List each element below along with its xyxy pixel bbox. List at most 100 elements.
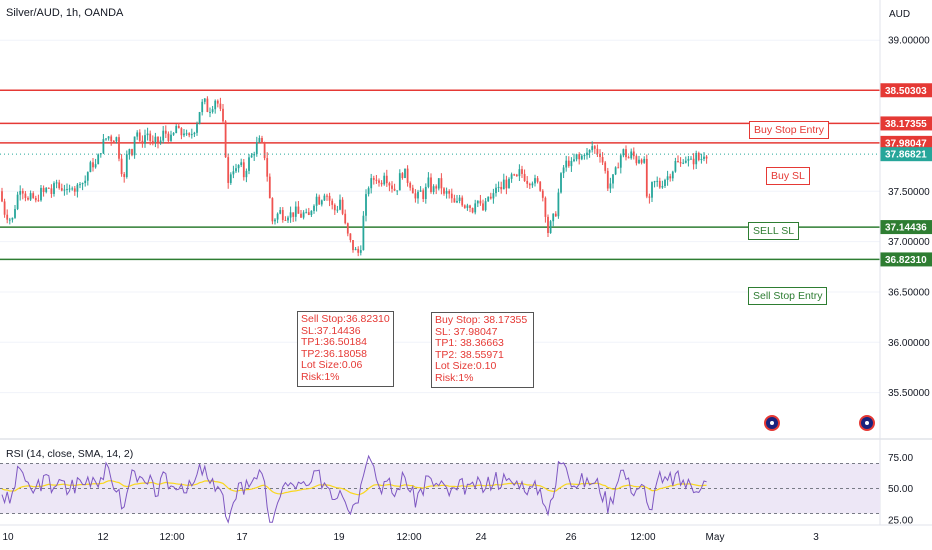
candle-body bbox=[586, 152, 588, 156]
candle-body bbox=[94, 164, 97, 168]
candle-body bbox=[84, 180, 87, 184]
candle-body bbox=[118, 137, 120, 159]
candle-body bbox=[417, 191, 419, 199]
time-tick-label: 10 bbox=[2, 532, 14, 543]
candle-body bbox=[703, 156, 705, 159]
candle-body bbox=[513, 174, 516, 176]
candle-body bbox=[328, 195, 331, 201]
candle-body bbox=[645, 158, 648, 197]
candle-body bbox=[391, 185, 393, 189]
candle-body bbox=[419, 190, 422, 192]
candle-body bbox=[453, 198, 456, 203]
candle-body bbox=[37, 200, 40, 202]
candle-body bbox=[222, 108, 224, 122]
candle-body bbox=[128, 149, 131, 155]
candle-body bbox=[66, 189, 68, 191]
candle-body bbox=[29, 193, 32, 200]
candle-body bbox=[274, 219, 276, 222]
candle-body bbox=[21, 191, 24, 194]
candle-body bbox=[53, 183, 55, 194]
candle-body bbox=[201, 101, 204, 113]
candle-body bbox=[700, 158, 703, 160]
candle-body bbox=[354, 248, 357, 251]
candle-body bbox=[424, 186, 427, 200]
candle-body bbox=[625, 149, 627, 158]
candle-body bbox=[11, 217, 14, 220]
candle-body bbox=[601, 157, 604, 163]
candle-body bbox=[362, 215, 365, 251]
candle-body bbox=[294, 206, 297, 217]
candle-body bbox=[651, 182, 653, 198]
time-tick-label: 12:00 bbox=[159, 532, 184, 543]
candle-body bbox=[565, 160, 568, 168]
candle-body bbox=[575, 154, 578, 160]
candle-body bbox=[687, 158, 690, 161]
candle-body bbox=[16, 194, 19, 210]
candle-body bbox=[567, 160, 570, 167]
candle-body bbox=[648, 196, 651, 198]
australia-flag-icon[interactable] bbox=[764, 415, 780, 431]
candle-body bbox=[591, 146, 594, 151]
time-tick-label: 12:00 bbox=[396, 532, 421, 543]
candle-body bbox=[1, 191, 3, 202]
level-price-tag bbox=[880, 252, 932, 267]
candle-body bbox=[73, 188, 76, 192]
candle-body bbox=[141, 140, 144, 144]
rsi-line bbox=[1, 454, 707, 524]
candle-body bbox=[136, 132, 139, 137]
candle-body bbox=[271, 198, 274, 222]
candle-body bbox=[437, 178, 440, 189]
candle-body bbox=[612, 174, 614, 184]
candle-body bbox=[393, 188, 396, 191]
label-sell-stop-entry: Sell Stop Entry bbox=[748, 287, 828, 305]
candle-body bbox=[482, 203, 484, 211]
candle-body bbox=[622, 149, 625, 156]
candle-body bbox=[229, 174, 232, 183]
time-tick-label: 12 bbox=[97, 532, 109, 543]
level-price-tag-text: 38.17355 bbox=[885, 119, 927, 130]
candle-body bbox=[55, 182, 58, 184]
candle-body bbox=[162, 130, 165, 141]
candle-body bbox=[110, 136, 113, 142]
candle-body bbox=[638, 159, 640, 164]
candle-body bbox=[596, 148, 599, 154]
candle-body bbox=[661, 186, 664, 188]
candle-body bbox=[606, 170, 609, 189]
candle-body bbox=[430, 177, 432, 193]
candle-body bbox=[242, 162, 245, 178]
level-price-tag bbox=[880, 83, 932, 98]
candle-body bbox=[175, 126, 178, 134]
candle-body bbox=[263, 142, 266, 159]
candle-body bbox=[544, 197, 547, 217]
candle-body bbox=[258, 138, 261, 143]
candle-body bbox=[682, 162, 685, 164]
candle-body bbox=[487, 196, 490, 202]
rsi-tick-label: 25.00 bbox=[888, 515, 913, 526]
candle-body bbox=[534, 178, 536, 184]
candle-body bbox=[112, 141, 115, 143]
candle-body bbox=[427, 177, 430, 187]
candle-body bbox=[227, 157, 230, 183]
australia-flag-icon[interactable] bbox=[859, 415, 875, 431]
candle-body bbox=[697, 153, 700, 160]
level-price-tag-text: 38.50303 bbox=[885, 86, 927, 97]
candle-body bbox=[593, 146, 596, 149]
candle-body bbox=[671, 171, 674, 179]
candle-body bbox=[666, 176, 669, 180]
candle-body bbox=[617, 167, 620, 169]
candle-body bbox=[115, 137, 118, 142]
candle-body bbox=[307, 212, 310, 216]
candle-body bbox=[398, 173, 401, 191]
candle-body bbox=[281, 210, 284, 220]
candle-body bbox=[375, 179, 378, 181]
candle-body bbox=[578, 154, 581, 160]
time-tick-label: 24 bbox=[475, 532, 487, 543]
candle-body bbox=[495, 187, 497, 194]
candle-body bbox=[479, 200, 482, 204]
candle-body bbox=[547, 216, 549, 233]
candle-body bbox=[515, 174, 518, 177]
candle-body bbox=[320, 200, 323, 205]
candle-body bbox=[279, 210, 282, 214]
candle-body bbox=[406, 168, 409, 183]
